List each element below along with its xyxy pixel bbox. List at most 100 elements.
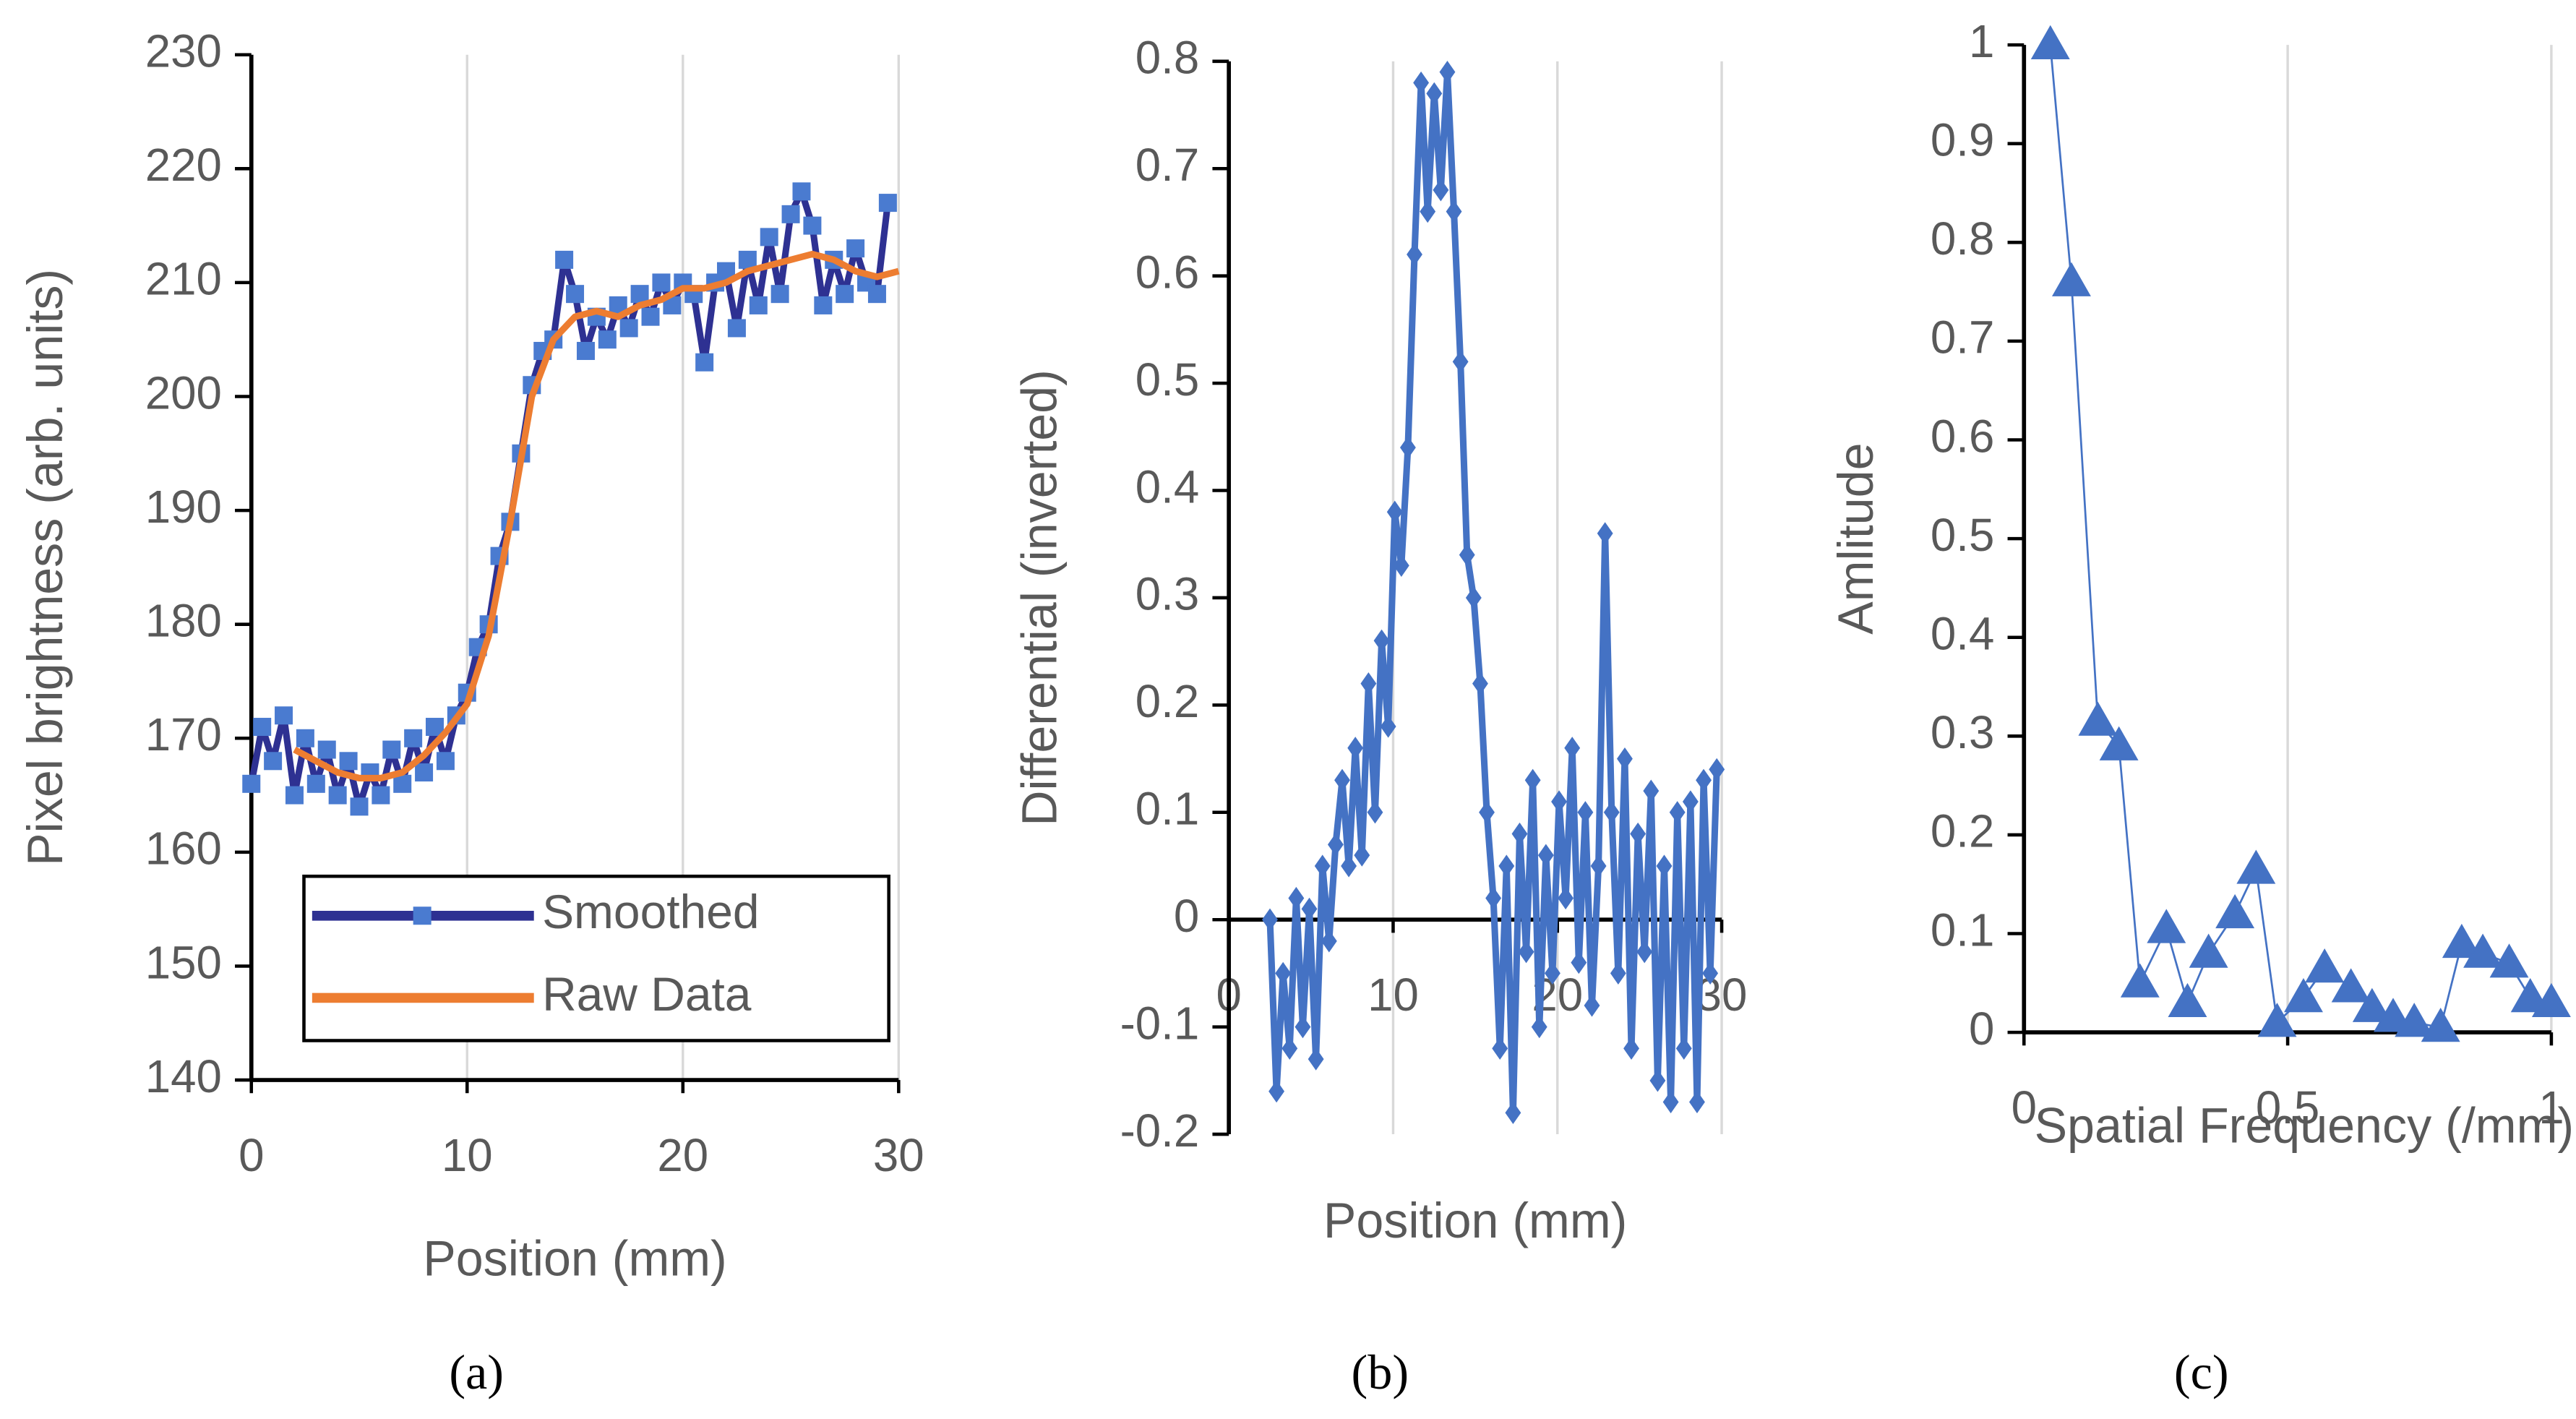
marker: [792, 182, 811, 201]
marker: [2189, 933, 2228, 968]
y-axis-title: Amlitude: [1829, 442, 1884, 634]
marker: [1623, 1037, 1639, 1060]
marker: [1709, 758, 1725, 781]
marker: [1479, 801, 1495, 824]
y-tick-label: 0.2: [1931, 806, 1994, 857]
y-tick-label: 180: [145, 595, 222, 646]
marker: [350, 797, 369, 816]
marker: [770, 285, 789, 304]
x-tick-label: 10: [1368, 969, 1419, 1021]
marker: [1669, 801, 1686, 824]
marker: [598, 330, 617, 349]
marker: [1367, 801, 1383, 824]
marker: [1373, 629, 1390, 652]
marker: [1308, 1047, 1324, 1071]
marker: [2030, 25, 2070, 59]
x-axis-title: Spatial Frequency (/mm): [2034, 1099, 2575, 1154]
marker: [2078, 701, 2118, 736]
marker: [1511, 822, 1528, 846]
marker: [1268, 1080, 1285, 1103]
series-line: [2049, 44, 2552, 1029]
y-axis-title: Differential (inverted): [1012, 369, 1067, 826]
caption: (c): [2174, 1345, 2229, 1399]
series: [293, 250, 900, 781]
marker: [1341, 854, 1357, 878]
marker: [328, 786, 347, 805]
marker: [382, 740, 401, 759]
marker: [1380, 715, 1396, 738]
marker: [1399, 436, 1416, 459]
y-tick-label: 0.4: [1135, 461, 1199, 513]
marker: [2374, 998, 2413, 1032]
marker: [425, 718, 445, 737]
marker: [2395, 1003, 2434, 1037]
caption: (a): [449, 1345, 504, 1399]
marker: [1347, 737, 1364, 760]
marker: [1636, 940, 1653, 964]
x-tick-label: 1: [2538, 1082, 2564, 1133]
marker: [2531, 982, 2571, 1018]
y-tick-label: 150: [145, 937, 222, 988]
marker: [2442, 923, 2481, 959]
y-tick-label: 200: [145, 367, 222, 419]
series-line: [293, 250, 900, 781]
marker: [1603, 801, 1620, 824]
marker: [738, 250, 757, 269]
marker: [1288, 886, 1305, 910]
legend-label: Smoothed: [542, 885, 759, 938]
marker: [2099, 726, 2139, 760]
marker: [1531, 1016, 1547, 1039]
marker: [2284, 978, 2323, 1013]
marker: [781, 205, 800, 223]
marker: [2168, 982, 2207, 1018]
x-tick-label: 0: [2012, 1082, 2037, 1133]
marker: [1281, 1037, 1298, 1060]
marker: [1360, 672, 1377, 695]
marker: [2331, 968, 2371, 1003]
marker: [393, 774, 412, 793]
series: [242, 182, 897, 816]
marker: [1537, 844, 1554, 867]
y-tick-label: 210: [145, 254, 222, 305]
marker: [1321, 930, 1337, 953]
marker: [1413, 71, 1430, 95]
marker: [2305, 948, 2345, 983]
x-axis-title: Position (mm): [1323, 1193, 1627, 1248]
marker: [1518, 940, 1534, 964]
marker: [317, 740, 336, 759]
marker: [641, 307, 660, 326]
marker: [2147, 909, 2186, 943]
marker: [1314, 854, 1331, 878]
y-tick-label: 160: [145, 823, 222, 875]
marker: [2421, 1008, 2460, 1042]
x-tick-label: 10: [442, 1130, 493, 1181]
legend-box: [302, 874, 890, 1042]
y-tick-label: 170: [145, 709, 222, 760]
marker: [1485, 886, 1502, 910]
marker: [1295, 1016, 1311, 1039]
marker: [2489, 943, 2529, 978]
marker: [1617, 747, 1633, 771]
x-tick-label: 0: [239, 1130, 264, 1181]
marker: [1630, 822, 1647, 846]
marker: [242, 774, 261, 793]
marker: [727, 319, 746, 338]
x-axis-title-box: Spatial Frequency (/mm): [2034, 1099, 2575, 1154]
marker: [264, 752, 283, 771]
marker: [1407, 243, 1422, 266]
x-axis-title: Position (mm): [423, 1231, 726, 1286]
y-tick-label: 230: [145, 26, 222, 77]
marker: [1426, 82, 1443, 105]
marker: [1610, 961, 1626, 985]
marker: [1590, 854, 1607, 878]
marker: [1433, 179, 1449, 202]
marker: [1656, 854, 1673, 878]
y-tick-label: 0.3: [1931, 707, 1994, 758]
y-axis-title: Pixel brightness (arb. units): [18, 269, 73, 866]
y-tick-label: 0.2: [1135, 676, 1199, 727]
marker: [1597, 522, 1613, 545]
marker: [372, 786, 390, 805]
marker: [2257, 1003, 2297, 1037]
marker: [1498, 854, 1515, 878]
